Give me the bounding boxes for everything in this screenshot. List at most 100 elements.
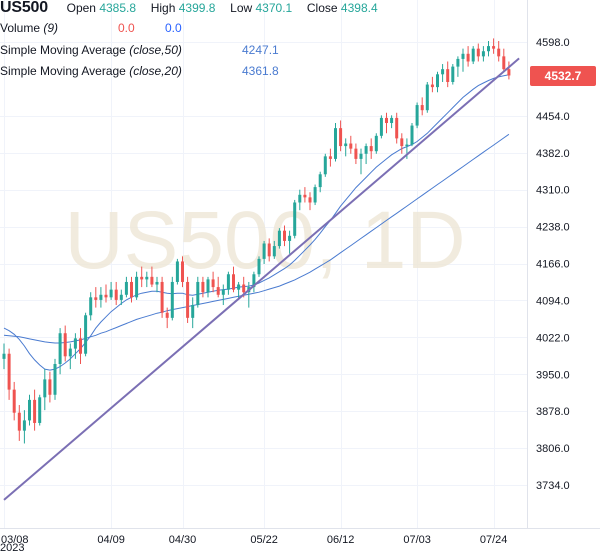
candle-body bbox=[328, 156, 332, 159]
candle bbox=[441, 64, 445, 82]
candle bbox=[364, 143, 368, 165]
candle-body bbox=[104, 294, 108, 298]
candle bbox=[206, 276, 210, 298]
candle bbox=[226, 271, 230, 295]
candle bbox=[232, 266, 235, 293]
candle-body bbox=[191, 305, 195, 318]
candle-body bbox=[481, 51, 485, 57]
candle-body bbox=[374, 135, 378, 152]
candle bbox=[456, 56, 460, 77]
candle-body bbox=[303, 194, 307, 198]
candle bbox=[359, 148, 363, 175]
candle bbox=[68, 343, 72, 370]
candle-body bbox=[405, 144, 409, 147]
candle bbox=[379, 115, 383, 139]
candle-body bbox=[349, 143, 353, 149]
candle-body bbox=[318, 174, 322, 188]
candle-body bbox=[344, 143, 348, 147]
candle-body bbox=[211, 279, 215, 288]
candle-body bbox=[379, 117, 383, 136]
sma20-legend-row[interactable]: Simple Moving Average (close,20) bbox=[0, 64, 182, 78]
candle bbox=[191, 297, 195, 329]
candle bbox=[145, 271, 149, 288]
candle-body bbox=[288, 235, 292, 241]
candle-body bbox=[502, 56, 506, 70]
candle bbox=[303, 187, 307, 203]
candle-body bbox=[43, 379, 47, 398]
candle bbox=[79, 328, 82, 364]
candles-series bbox=[2, 38, 511, 444]
candle bbox=[481, 46, 485, 62]
candle bbox=[283, 225, 286, 247]
candle-body bbox=[28, 399, 31, 421]
candle-body bbox=[145, 276, 149, 280]
candle bbox=[293, 199, 297, 239]
candle-body bbox=[181, 261, 184, 282]
candle bbox=[165, 307, 169, 329]
low-value: 4370.1 bbox=[255, 1, 293, 15]
candle bbox=[277, 228, 281, 249]
candle-body bbox=[395, 117, 399, 139]
candle bbox=[395, 112, 399, 144]
candle bbox=[425, 81, 429, 113]
candle-body bbox=[430, 84, 434, 88]
candle-body bbox=[461, 53, 465, 59]
candle-body bbox=[226, 274, 230, 290]
candle-body bbox=[313, 187, 317, 203]
candle-body bbox=[308, 197, 312, 203]
time-axis[interactable]: 03/08 04/09 04/30 05/22 06/12 07/03 07/24 bbox=[1, 534, 507, 546]
candle bbox=[22, 410, 26, 444]
trendline-path bbox=[3, 57, 520, 501]
candle bbox=[221, 284, 225, 306]
time-tick-label: 03/08 bbox=[1, 534, 29, 546]
price-tick-label: 3806.0 bbox=[536, 443, 570, 455]
candle-body bbox=[410, 125, 414, 145]
candle-body bbox=[2, 353, 6, 359]
last-price-tag: 4532.7 bbox=[530, 66, 596, 86]
time-tick-label: 07/24 bbox=[480, 534, 508, 546]
candle-body bbox=[242, 284, 246, 293]
candle-body bbox=[232, 274, 235, 290]
candle bbox=[288, 230, 292, 254]
candle-body bbox=[150, 276, 154, 285]
candle-body bbox=[114, 289, 118, 300]
candle bbox=[160, 276, 164, 318]
sma50-value: 4247.1 bbox=[242, 43, 279, 57]
candle-body bbox=[221, 289, 225, 295]
ohlc-row: US500 Open 4385.8 High 4399.8 Low 4370.1… bbox=[0, 0, 378, 17]
candle bbox=[155, 276, 159, 293]
symbol-name[interactable]: US500 bbox=[0, 0, 48, 16]
candle bbox=[130, 276, 133, 303]
candle-body bbox=[425, 84, 429, 111]
candle bbox=[369, 138, 373, 159]
price-tick-label: 4454.0 bbox=[536, 111, 570, 123]
candle-body bbox=[201, 281, 205, 293]
candle-body bbox=[487, 46, 490, 52]
candle bbox=[2, 343, 6, 370]
candle bbox=[507, 61, 511, 80]
candle-body bbox=[94, 297, 98, 300]
candle bbox=[430, 76, 434, 93]
sma50-legend-row[interactable]: Simple Moving Average (close,50) bbox=[0, 43, 182, 57]
candle bbox=[7, 348, 11, 400]
candle bbox=[38, 394, 42, 426]
time-tick-label: 04/09 bbox=[97, 534, 125, 546]
candle-body bbox=[165, 312, 169, 318]
sma20-value: 4361.8 bbox=[242, 64, 279, 78]
candle bbox=[48, 371, 52, 403]
volume-value-1: 0.0 bbox=[118, 21, 135, 35]
candle bbox=[497, 40, 501, 62]
price-axis[interactable]: 3734.0 3806.0 3878.0 3950.0 4022.0 4094.0 4166… bbox=[536, 37, 570, 492]
candle bbox=[104, 284, 108, 303]
candle bbox=[211, 271, 215, 293]
candle bbox=[339, 120, 343, 152]
trendline[interactable] bbox=[3, 57, 520, 501]
candle-body bbox=[119, 294, 123, 300]
candle-body bbox=[385, 117, 388, 124]
candle bbox=[170, 276, 174, 321]
volume-row[interactable]: Volume (9) bbox=[0, 21, 58, 35]
volume-value-2: 0.0 bbox=[165, 21, 182, 35]
candle-body bbox=[359, 153, 363, 159]
candle bbox=[298, 189, 302, 211]
